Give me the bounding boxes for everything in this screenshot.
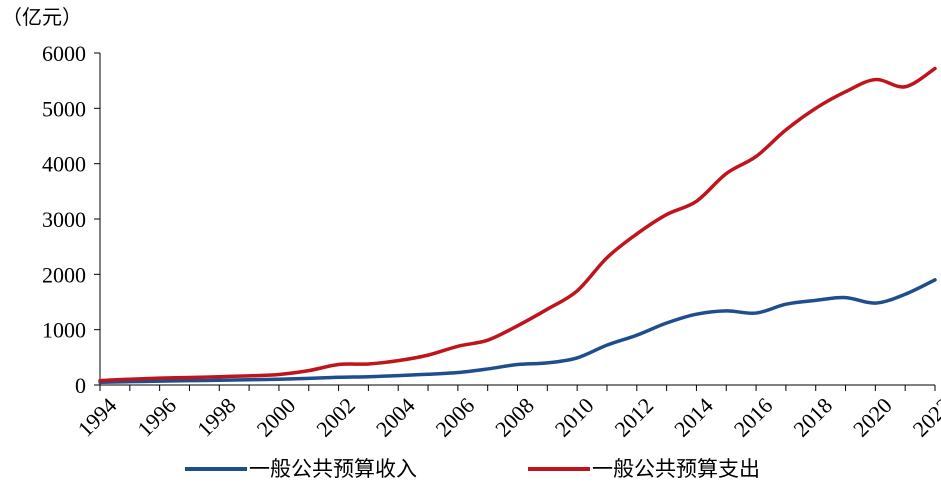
series-line-2 <box>100 68 935 380</box>
y-tick-label: 5000 <box>42 96 86 121</box>
x-tick-label: 2018 <box>788 393 837 442</box>
series-lines <box>100 68 935 382</box>
y-tick-label: 6000 <box>42 41 86 66</box>
x-tick-label: 2014 <box>669 393 718 442</box>
x-axis: 1994 1996 1998 2000 2002 2004 2006 2008 2010 2012… <box>73 385 941 442</box>
x-tick-label: 1994 <box>73 393 122 442</box>
x-tick-label: 2012 <box>609 393 658 442</box>
y-tick-label: 3000 <box>42 207 86 232</box>
x-tick-label: 2010 <box>550 393 599 442</box>
x-tick-label: 2020 <box>848 393 897 442</box>
legend-label-2: 一般公共预算支出 <box>592 457 760 481</box>
y-tick-label: 0 <box>75 373 86 398</box>
x-tick-label: 1998 <box>192 393 241 442</box>
x-tick-label: 2016 <box>729 393 778 442</box>
x-tick-label: 2006 <box>431 393 480 442</box>
legend: 一般公共预算收入 一般公共预算支出 <box>185 457 760 481</box>
x-tick-label: 2004 <box>371 393 420 442</box>
y-tick-label: 4000 <box>42 152 86 177</box>
x-tick-label: 2022 <box>908 393 941 442</box>
y-tick-label: 2000 <box>42 262 86 287</box>
series-line-1 <box>100 280 935 382</box>
y-axis: 0 1000 2000 3000 4000 5000 6000 <box>42 41 100 398</box>
x-tick-label: 2000 <box>252 393 301 442</box>
legend-label-1: 一般公共预算收入 <box>249 457 417 481</box>
y-tick-label: 1000 <box>42 318 86 343</box>
x-tick-label: 2002 <box>311 393 360 442</box>
x-tick-label: 1996 <box>132 393 181 442</box>
y-axis-unit-label: （亿元） <box>2 5 82 29</box>
x-tick-label: 2008 <box>490 393 539 442</box>
